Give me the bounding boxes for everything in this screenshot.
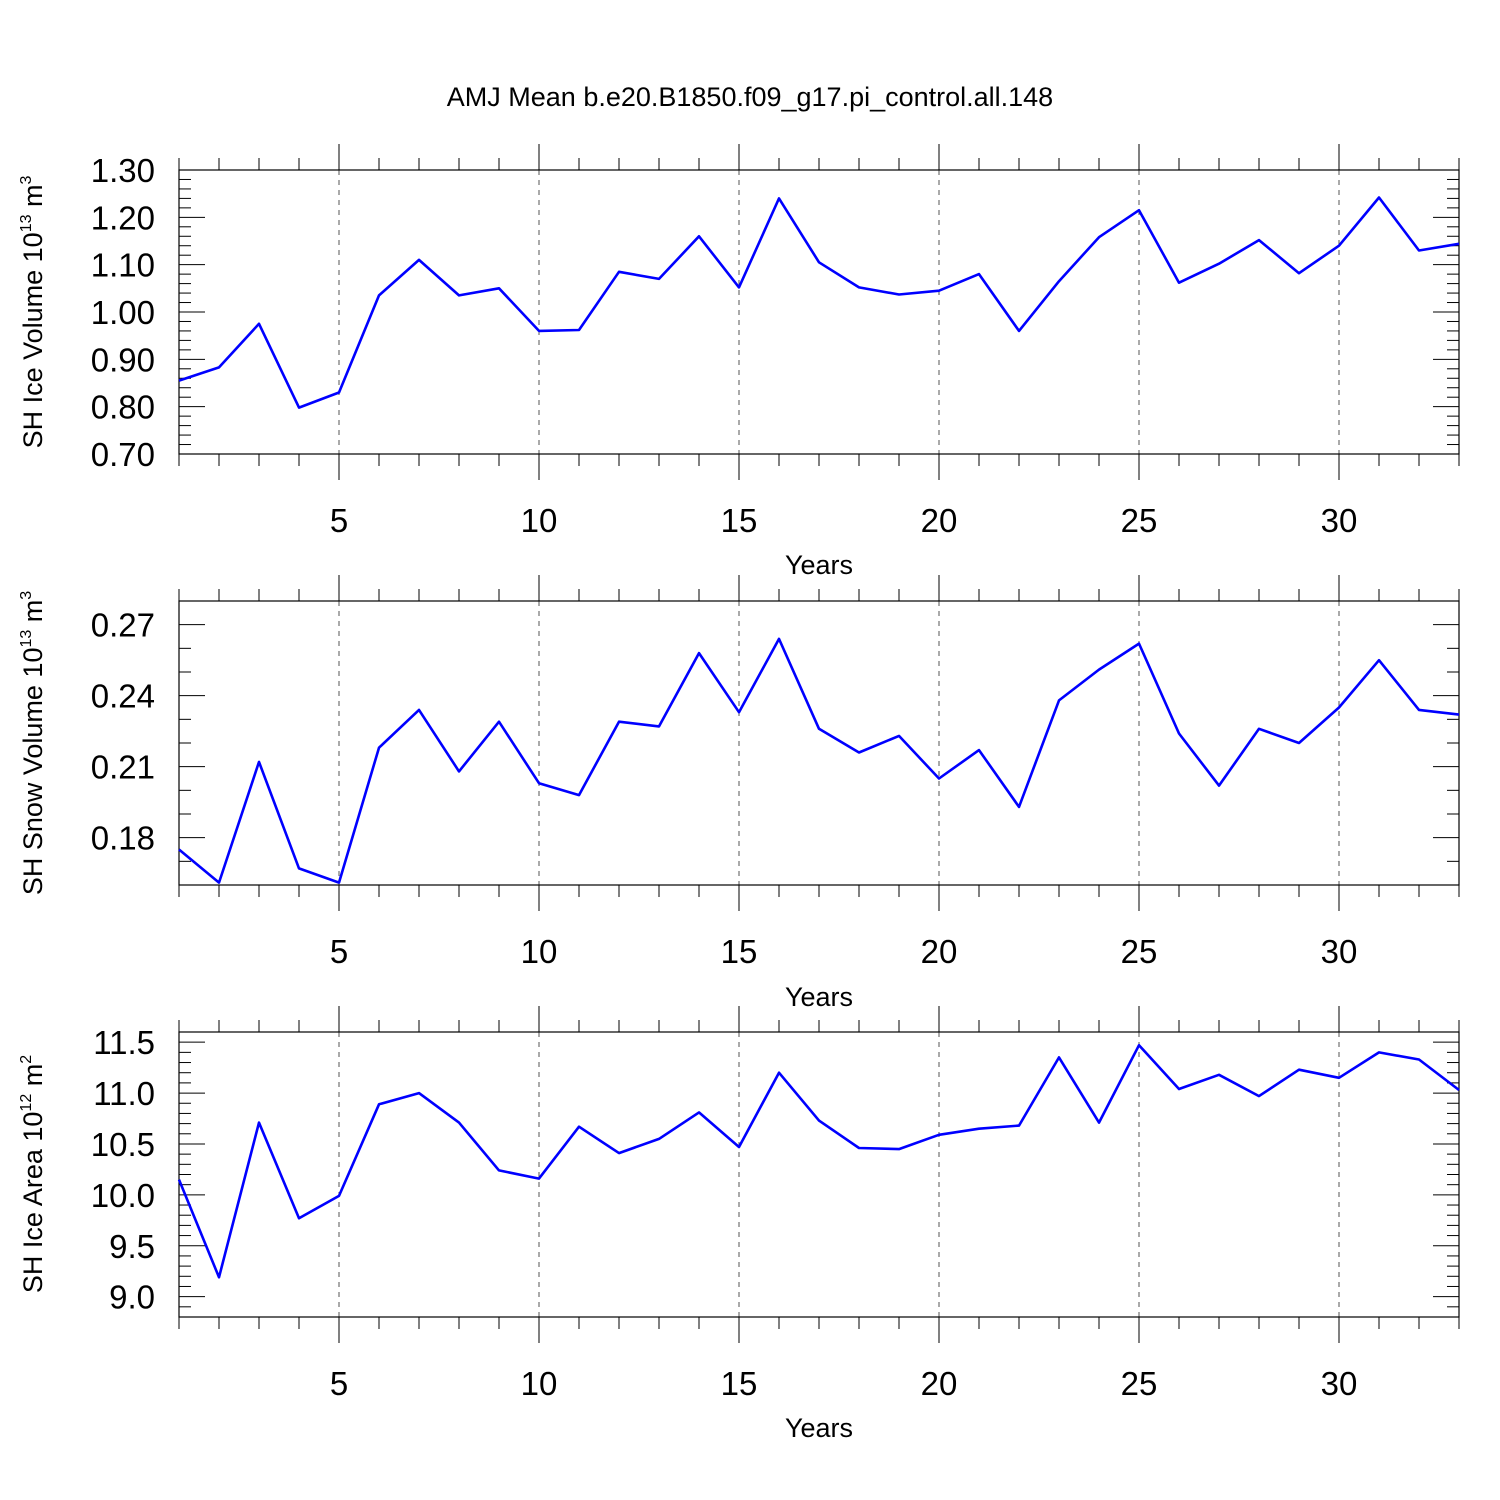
ice-area-plot-frame (178, 1031, 1460, 1318)
ice-area-x-tick-label: 15 (721, 1365, 758, 1402)
ice-volume-x-tick-label: 30 (1321, 502, 1358, 539)
ice-area-x-tick-label: 10 (521, 1365, 558, 1402)
ice-area-y-tick-label: 10.5 (91, 1126, 155, 1163)
ice-volume-x-tick-label: 20 (921, 502, 958, 539)
ice-volume-panel: SH Ice Volume 1013 m3 Years 5 10 15 20 25 30 0… (18, 144, 1460, 580)
ice-area-series-line (177, 1043, 1460, 1279)
ice-volume-y-tick-label: 0.70 (91, 436, 155, 473)
ice-volume-x-axis-label: Years (785, 550, 853, 580)
ice-area-x-tick-label: 25 (1121, 1365, 1158, 1402)
snow-volume-y-tick-label: 0.21 (91, 749, 155, 786)
snow-volume-x-tick-label: 15 (721, 933, 758, 970)
ice-area-x-tick-label: 30 (1321, 1365, 1358, 1402)
snow-volume-series-line (178, 637, 1460, 884)
figure-title: AMJ Mean b.e20.B1850.f09_g17.pi_control.… (447, 82, 1053, 112)
ice-volume-y-axis-label: SH Ice Volume 1013 m3 (18, 175, 48, 448)
ice-volume-x-tick-label: 25 (1121, 502, 1158, 539)
ice-area-y-tick-label: 10.0 (91, 1177, 155, 1214)
ice-volume-y-tick-label: 1.10 (91, 247, 155, 284)
ice-volume-y-tick-label: 0.80 (91, 389, 155, 426)
ice-area-panel: SH Ice Area 1012 m2 Years 5 10 15 20 25 30 9.0… (18, 1006, 1460, 1443)
ice-area-x-tick-label: 20 (921, 1365, 958, 1402)
ice-area-y-tick-label: 9.5 (109, 1228, 155, 1265)
snow-volume-panel: SH Snow Volume 1013 m3 Years 5 10 15 20 25 30… (18, 575, 1460, 1012)
ice-volume-x-tick-label: 5 (330, 502, 348, 539)
ice-volume-y-tick-label: 1.20 (91, 199, 155, 236)
ice-area-y-tick-label: 11.5 (93, 1024, 155, 1061)
ice-volume-y-tick-label: 1.30 (91, 152, 155, 189)
ice-volume-y-tick-label: 0.90 (91, 341, 155, 378)
snow-volume-x-tick-label: 30 (1321, 933, 1358, 970)
ice-area-x-tick-label: 5 (330, 1365, 348, 1402)
snow-volume-x-tick-label: 20 (921, 933, 958, 970)
snow-volume-x-axis-label: Years (785, 982, 853, 1012)
snow-volume-x-tick-label: 25 (1121, 933, 1158, 970)
snow-volume-plot-frame (178, 600, 1460, 886)
snow-volume-x-tick-label: 10 (521, 933, 558, 970)
ice-volume-x-tick-label: 10 (521, 502, 558, 539)
ice-area-y-tick-label: 9.0 (109, 1279, 155, 1316)
ice-volume-x-tick-label: 15 (721, 502, 758, 539)
ice-area-x-axis-label: Years (785, 1413, 853, 1443)
snow-volume-y-tick-label: 0.27 (91, 607, 155, 644)
snow-volume-y-tick-label: 0.24 (91, 678, 155, 715)
ice-volume-series-line (178, 196, 1460, 409)
snow-volume-y-axis-label: SH Snow Volume 1013 m3 (18, 591, 48, 895)
ice-volume-y-tick-label: 1.00 (91, 294, 155, 331)
snow-volume-x-tick-label: 5 (330, 933, 348, 970)
ice-area-y-tick-label: 11.0 (93, 1075, 155, 1112)
snow-volume-y-tick-label: 0.18 (91, 820, 155, 857)
ice-area-y-axis-label: SH Ice Area 1012 m2 (18, 1055, 48, 1293)
